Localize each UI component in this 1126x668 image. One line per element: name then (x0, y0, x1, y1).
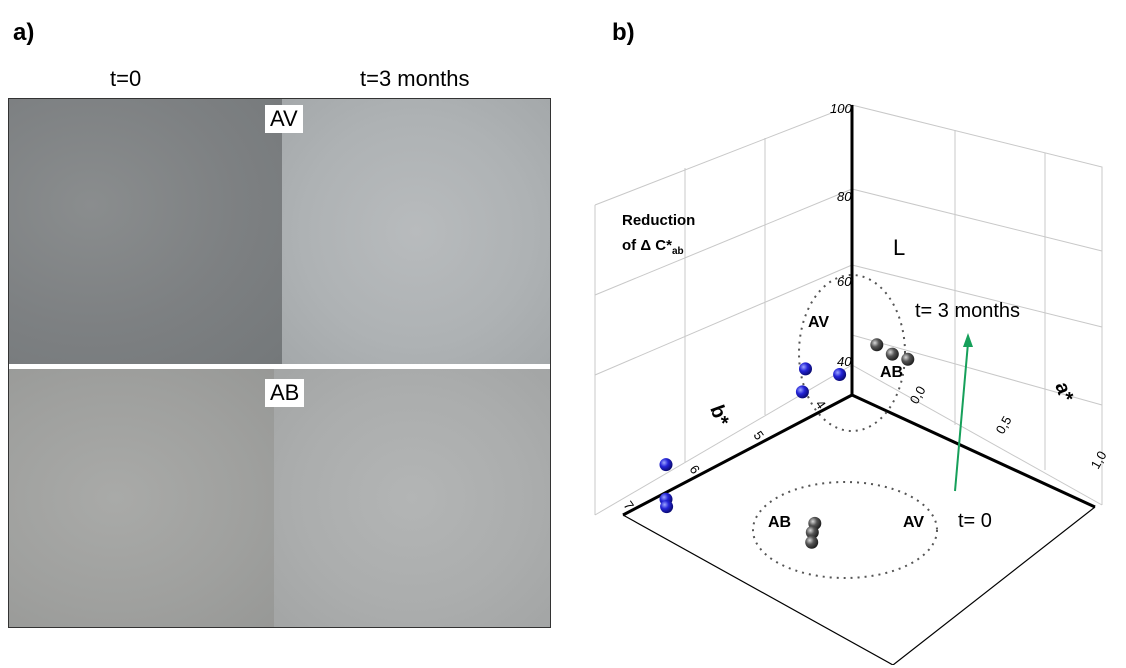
a-tick-1: 1,0 (1088, 448, 1110, 471)
grid-frame (594, 104, 1103, 516)
l-axis-label: L (893, 235, 905, 260)
data-point-ab-2 (795, 385, 809, 399)
column-label-t3: t=3 months (360, 66, 470, 91)
av-aged-tile (282, 99, 550, 364)
plot-annotations: Reduction of Δ C*ab t= 3 months t= 0 AV … (622, 212, 1020, 532)
data-markers (659, 338, 915, 549)
sample-divider (9, 364, 550, 369)
data-point-ab-0 (833, 368, 847, 381)
stone-samples-photo: AV AB (8, 98, 551, 628)
group-label-av-t0: AV (903, 514, 924, 531)
data-point-ab-5 (660, 500, 674, 514)
tile-tag-ab: AB (265, 379, 305, 407)
data-point-ab-3 (659, 458, 673, 472)
data-point-av-1 (885, 347, 899, 361)
ab-aged-tile (274, 369, 550, 627)
a-axis-ticks: 0,0 0,5 1,0 a* (907, 379, 1110, 471)
group-label-ab-t3: AB (880, 364, 903, 381)
b-axis-label: b* (705, 402, 733, 429)
ab-initial-tile (9, 369, 274, 627)
l-tick-100: 100 (830, 101, 852, 116)
data-point-ab-1 (799, 362, 812, 376)
tile-tag-av: AV (265, 105, 303, 133)
label-t3-months: t= 3 months (915, 300, 1020, 322)
group-circle-t3 (798, 274, 906, 432)
colorimetric-3d-scatter: 100 80 60 40 L 0,0 0,5 1,0 a* 4 5 6 7 b*… (594, 101, 1110, 665)
front-frame (622, 506, 1096, 665)
panel-a-label: a) (13, 19, 35, 46)
aging-arrow (954, 342, 969, 492)
reduction-note-sub: ab (672, 246, 684, 257)
l-tick-60: 60 (837, 274, 852, 289)
a-tick-0: 0,0 (907, 383, 929, 406)
reduction-note-line2: of Δ C*ab (622, 237, 684, 257)
aging-arrow-head (963, 333, 973, 347)
data-point-av-5 (805, 535, 819, 549)
group-label-av-t3: AV (808, 314, 829, 331)
column-label-t0: t=0 (110, 66, 142, 91)
data-point-av-0 (870, 338, 884, 352)
l-tick-40: 40 (837, 354, 852, 369)
l-tick-80: 80 (837, 189, 852, 204)
b-axis-ticks: 4 5 6 7 b* (621, 397, 829, 513)
reduction-note-line1: Reduction (622, 212, 695, 229)
a-axis-label: a* (1050, 379, 1077, 404)
a-tick-05: 0,5 (993, 413, 1015, 436)
av-initial-tile (9, 99, 282, 364)
data-point-av-4 (805, 525, 819, 539)
panel-b-label: b) (612, 19, 635, 46)
l-axis-ticks: 100 80 60 40 L (830, 101, 905, 369)
label-t0: t= 0 (958, 510, 992, 532)
data-point-av-2 (901, 352, 915, 366)
group-circle-t0 (752, 481, 938, 579)
group-label-ab-t0: AB (768, 514, 791, 531)
